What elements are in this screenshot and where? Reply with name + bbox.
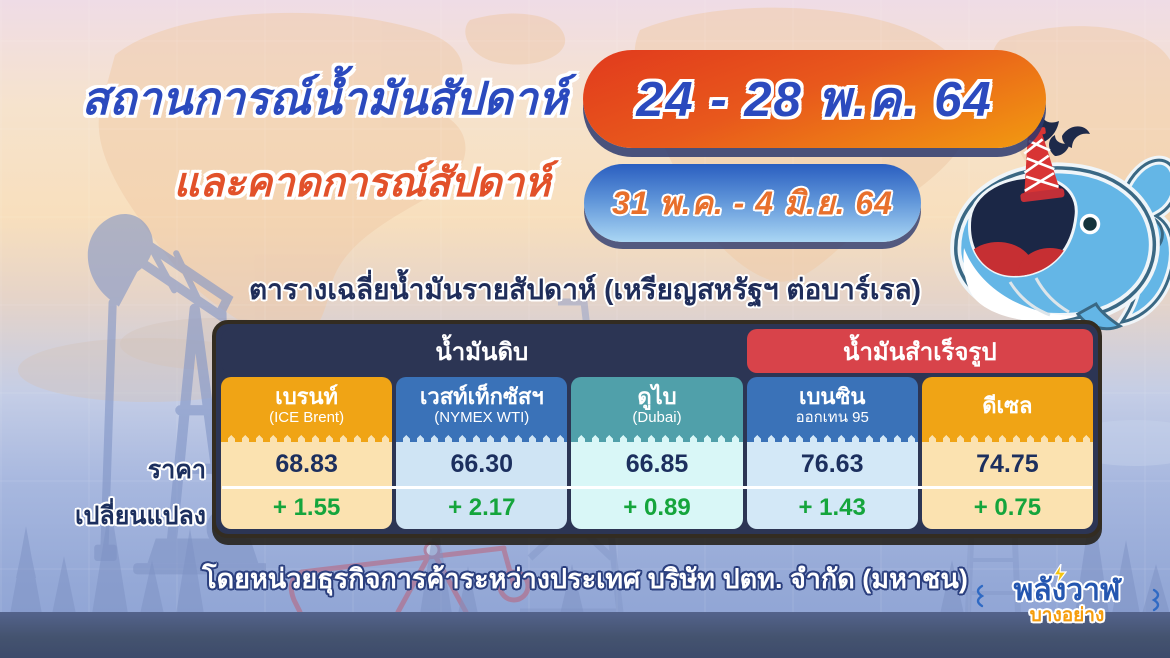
whale-mascot <box>950 110 1170 331</box>
column-header: เวสท์เท็กซัสฯ (NYMEX WTI) <box>396 377 568 435</box>
column-body: 66.85 + 0.89 <box>571 442 743 529</box>
group-header-row: น้ำมันดิบ น้ำมันสำเร็จรูป <box>221 329 1093 373</box>
current-week-badge: 24 - 28 พ.ค. 64 <box>583 50 1046 148</box>
zigzag-edge <box>571 435 743 442</box>
squiggle-icon <box>1151 588 1160 612</box>
column-name: เวสท์เท็กซัสฯ <box>419 383 544 409</box>
column-diesel: ดีเซล 74.75 + 0.75 <box>921 377 1093 529</box>
zigzag-edge <box>396 435 568 442</box>
change-value: + 2.17 <box>448 493 516 521</box>
change-value: + 0.75 <box>973 493 1042 521</box>
price-value: 76.63 <box>800 449 864 478</box>
brand-name: พลังวาฬ <box>1013 574 1121 607</box>
ground-strip <box>0 612 1170 658</box>
zigzag-edge <box>221 435 393 442</box>
trees-silhouette <box>10 498 1170 614</box>
price-value: 66.85 <box>625 449 689 478</box>
column-brent: เบรนท์ (ICE Brent) 68.83 + 1.55 <box>221 377 393 529</box>
group-header-refined: น้ำมันสำเร็จรูป <box>746 329 1093 373</box>
squiggle-icon <box>976 584 985 608</box>
column-subname: ออกเทน 95 <box>795 409 869 427</box>
column-subname: (Dubai) <box>632 409 682 427</box>
current-week-dates: 24 - 28 พ.ค. 64 <box>636 73 993 127</box>
brand-logo: พลังวาฬ บางอย่าง <box>976 564 1160 627</box>
whale-eye <box>1079 213 1101 235</box>
column-name: ดูไบ <box>637 383 677 409</box>
zigzag-edge <box>921 435 1093 442</box>
row-divider <box>222 486 1092 489</box>
column-name: เบนซิน <box>798 383 866 409</box>
row-label-price: ราคา <box>147 456 206 484</box>
column-header: ดีเซล <box>921 377 1093 435</box>
column-gasoline: เบนซิน ออกเทน 95 76.63 + 1.43 <box>746 377 918 529</box>
columns-row: เบรนท์ (ICE Brent) 68.83 + 1.55 เวสท์เท็… <box>221 377 1093 529</box>
change-value: + 1.43 <box>798 493 866 521</box>
zigzag-edge <box>746 435 918 442</box>
group-header-crude: น้ำมันดิบ <box>221 329 743 373</box>
pumpjack-silhouette <box>87 213 266 575</box>
column-header: เบรนท์ (ICE Brent) <box>221 377 393 435</box>
price-value: 66.30 <box>450 449 514 478</box>
column-dubai: ดูไบ (Dubai) 66.85 + 0.89 <box>571 377 743 529</box>
column-body: 74.75 + 0.75 <box>921 442 1093 529</box>
main-title: สถานการณ์น้ำมันสัปดาห์ <box>81 73 568 124</box>
subtitle: และคาดการณ์สัปดาห์ <box>173 161 551 205</box>
column-header: เบนซิน ออกเทน 95 <box>746 377 918 435</box>
brand-tagline: บางอย่าง <box>1029 605 1105 626</box>
column-subname: (ICE Brent) <box>269 409 345 427</box>
column-header: ดูไบ (Dubai) <box>571 377 743 435</box>
change-value: + 0.89 <box>623 493 691 521</box>
whale-belly <box>963 248 1078 322</box>
forecast-week-dates: 31 พ.ค. - 4 มิ.ย. 64 <box>612 184 893 221</box>
price-table: น้ำมันดิบ น้ำมันสำเร็จรูป เบรนท์ (ICE Br… <box>212 320 1102 538</box>
column-body: 68.83 + 1.55 <box>221 442 393 529</box>
column-body: 76.63 + 1.43 <box>746 442 918 529</box>
price-value: 68.83 <box>275 449 338 478</box>
forecast-week-badge: 31 พ.ค. - 4 มิ.ย. 64 <box>584 164 921 242</box>
column-subname: (NYMEX WTI) <box>434 409 530 427</box>
column-name: เบรนท์ <box>275 383 339 409</box>
lightning-bolt-icon <box>1052 564 1068 584</box>
column-name: ดีเซล <box>982 392 1033 418</box>
column-wti: เวสท์เท็กซัสฯ (NYMEX WTI) 66.30 + 2.17 <box>396 377 568 529</box>
derrick-hat-icon <box>1020 127 1065 203</box>
column-body: 66.30 + 2.17 <box>396 442 568 529</box>
table-caption: ตารางเฉลี่ยน้ำมันรายสัปดาห์ (เหรียญสหรัฐ… <box>249 274 921 305</box>
price-value: 74.75 <box>976 449 1039 478</box>
change-value: + 1.55 <box>272 493 341 521</box>
row-label-change: เปลี่ยนแปลง <box>75 502 206 530</box>
footer-credit: โดยหน่วยธุรกิจการค้าระหว่างประเทศ บริษัท… <box>202 564 968 594</box>
